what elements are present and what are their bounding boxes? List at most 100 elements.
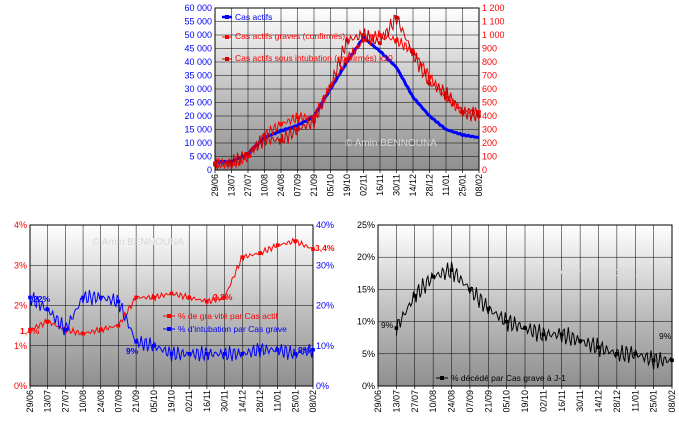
x-tick-label: 16/11 <box>557 390 567 412</box>
y-right-tick-label: 100 <box>482 152 497 162</box>
data-point <box>98 295 103 300</box>
data-point <box>45 319 50 324</box>
data-point <box>361 38 366 43</box>
y-right-tick-label: 1 200 <box>482 3 505 13</box>
data-point <box>98 327 103 332</box>
data-point <box>651 358 656 363</box>
x-tick-label: 02/11 <box>184 390 194 412</box>
data-point <box>477 114 481 118</box>
data-point <box>240 255 245 259</box>
y-right-tick-label: 30% <box>316 260 334 270</box>
x-tick-label: 13/07 <box>43 390 53 413</box>
y-left-tick-label: 4% <box>14 220 27 230</box>
x-tick-label: 07/09 <box>113 390 123 413</box>
data-point <box>378 41 382 45</box>
data-point <box>670 358 674 363</box>
y-left-tick-label: 20 000 <box>184 111 212 121</box>
data-point <box>312 119 316 124</box>
data-point <box>262 137 267 141</box>
data-point <box>523 326 527 330</box>
data-point <box>394 38 399 43</box>
watermark: © Amin BENNOUNA <box>550 268 642 279</box>
data-point <box>293 239 298 243</box>
data-point <box>275 347 280 352</box>
y-right-tick-label: 700 <box>482 71 497 81</box>
x-tick-label: 10/08 <box>78 390 88 413</box>
y-left-tick-label: 5% <box>362 349 375 359</box>
y-left-tick-label: 20% <box>357 252 375 262</box>
x-tick-label: 30/11 <box>220 390 230 412</box>
legend-label: Cas actifs graves (confirmés) <box>235 31 345 41</box>
value-label: 1,4% <box>20 326 40 336</box>
data-point <box>134 295 138 300</box>
data-point <box>258 251 262 255</box>
data-point <box>222 295 227 300</box>
y-right-tick-label: 10% <box>316 341 334 351</box>
y-left-tick-label: 35 000 <box>184 71 212 81</box>
legend: % décédé par Cas grave à J-1 <box>436 373 566 383</box>
data-point <box>578 339 582 343</box>
data-point <box>311 247 315 251</box>
data-point <box>444 91 448 95</box>
data-point <box>258 347 262 352</box>
x-tick-label: 10/08 <box>428 390 438 413</box>
value-label: 9% <box>659 331 672 341</box>
data-point <box>449 268 454 272</box>
data-point <box>279 138 283 143</box>
data-point <box>152 295 156 300</box>
data-point <box>246 152 250 156</box>
data-point <box>229 161 234 166</box>
x-tick-label: 14/12 <box>594 390 604 413</box>
y-left-tick-label: 55 000 <box>184 17 212 27</box>
value-label: 9% <box>381 320 394 330</box>
data-point <box>412 294 417 298</box>
x-tick-label: 11/01 <box>630 390 640 412</box>
x-tick-label: 13/07 <box>227 174 237 197</box>
data-point <box>378 33 382 37</box>
legend-marker <box>167 327 171 331</box>
x-tick-label: 14/12 <box>237 390 247 413</box>
data-point <box>205 352 209 356</box>
data-point <box>311 347 315 352</box>
y-left-tick-label: 1% <box>14 341 27 351</box>
x-tick-label: 08/02 <box>667 390 677 413</box>
x-tick-label: 07/09 <box>465 390 475 413</box>
series-line <box>29 289 314 362</box>
data-point <box>345 38 349 43</box>
legend-label: % décédé par Cas grave à J-1 <box>451 373 566 383</box>
data-point <box>295 127 300 132</box>
x-tick-label: 24/08 <box>447 390 457 413</box>
data-point <box>240 352 245 356</box>
data-point <box>427 81 432 86</box>
x-tick-label: 11/01 <box>273 390 283 412</box>
series-line <box>214 14 480 171</box>
y-left-tick-label: 15% <box>357 284 375 294</box>
data-point <box>275 243 280 247</box>
legend-label: % de gra vité par Cas actif <box>178 311 278 321</box>
y-right-tick-label: 300 <box>482 125 497 135</box>
x-tick-label: 05/10 <box>502 390 512 413</box>
data-point <box>63 327 68 332</box>
y-right-tick-label: 40% <box>316 220 334 230</box>
legend-marker <box>225 35 229 39</box>
data-point <box>28 295 32 300</box>
y-right-tick-label: 1 100 <box>482 17 505 27</box>
y-right-tick-label: 0% <box>316 381 329 391</box>
data-point <box>427 75 432 79</box>
x-tick-label: 25/01 <box>290 390 300 413</box>
x-tick-label: 21/09 <box>131 390 141 413</box>
x-tick-label: 05/10 <box>149 390 159 413</box>
data-point <box>187 352 191 356</box>
value-label: 2,2% <box>213 292 233 302</box>
y-right-tick-label: 200 <box>482 138 497 148</box>
data-point <box>328 84 333 89</box>
x-tick-label: 30/11 <box>392 174 402 196</box>
data-point <box>477 110 481 114</box>
data-point <box>222 352 227 356</box>
data-point <box>293 352 298 356</box>
data-point <box>468 287 472 292</box>
x-tick-label: 28/12 <box>425 174 435 197</box>
watermark: © Amin BENNOUNA <box>92 237 184 248</box>
y-left-tick-label: 30 000 <box>184 84 212 94</box>
